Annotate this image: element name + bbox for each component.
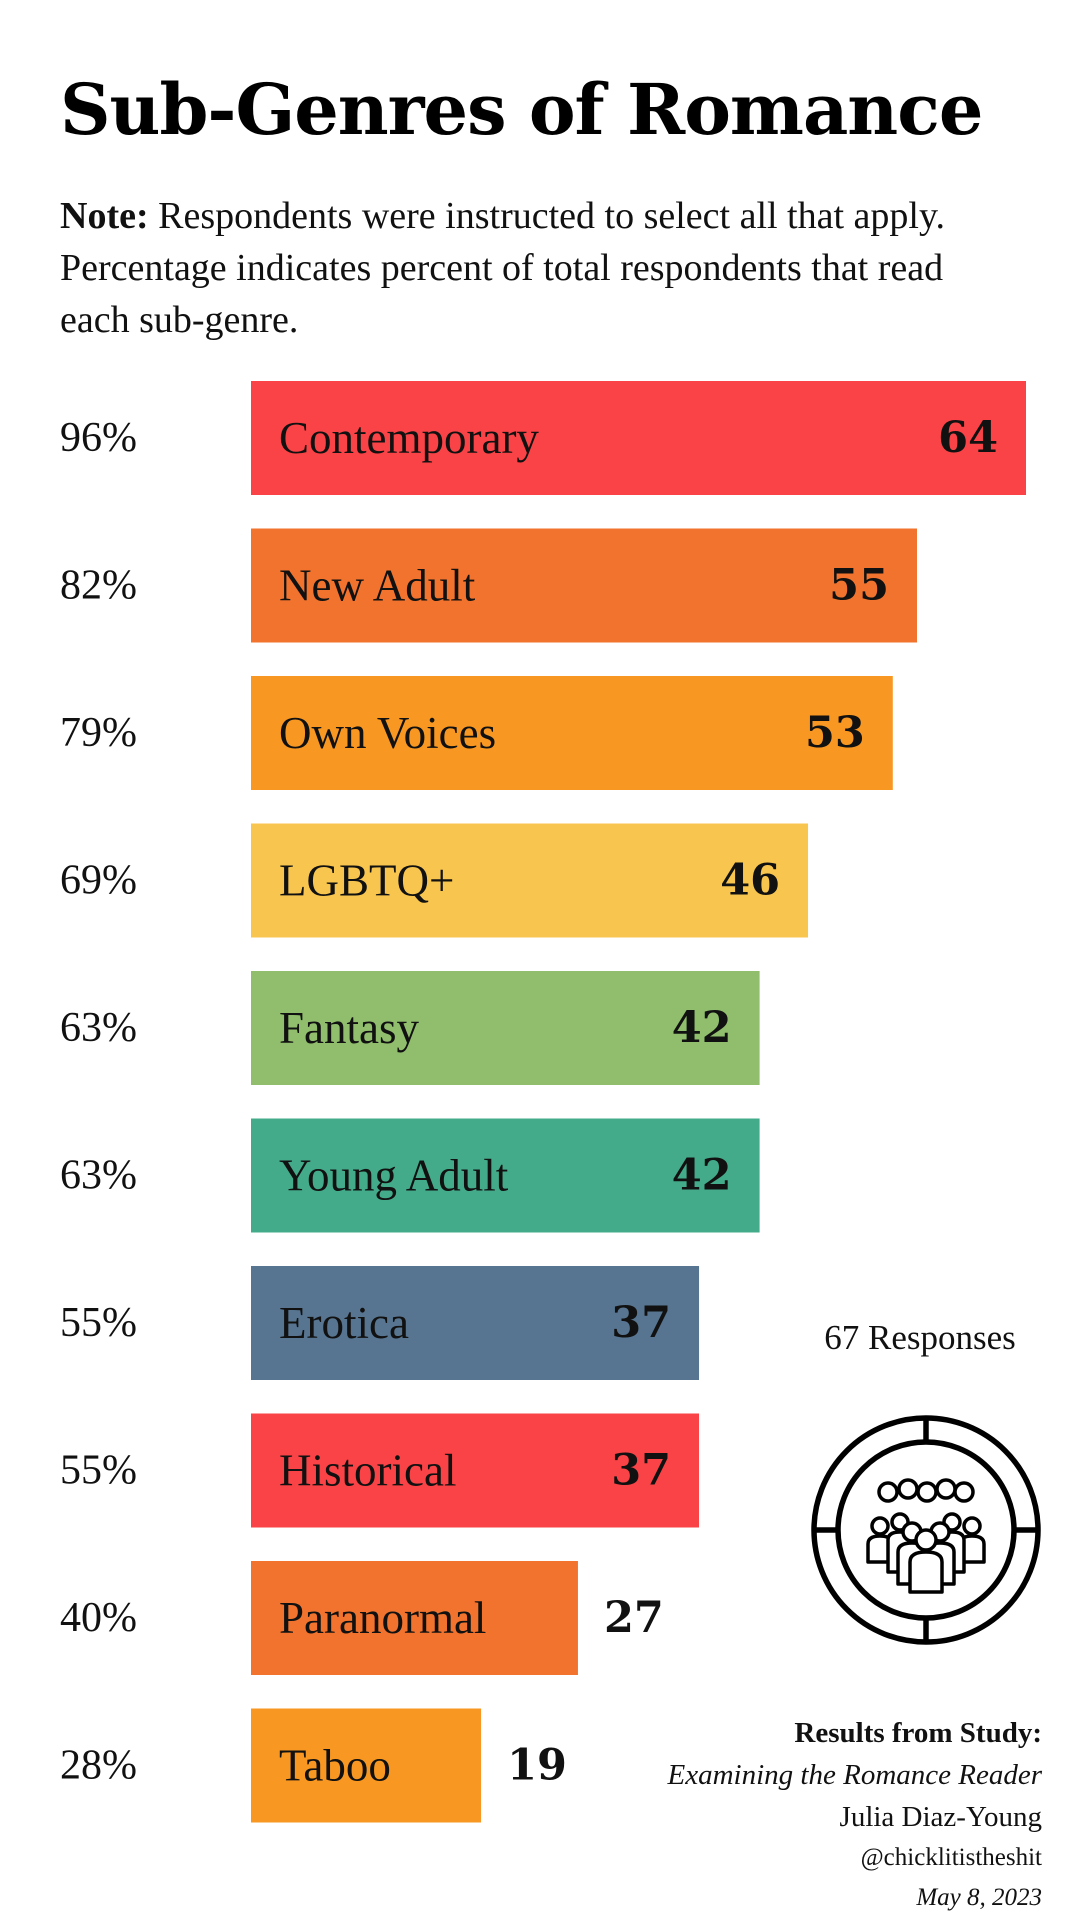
bar-historical <box>251 1413 700 1528</box>
credits: Results from Study: Examining the Romanc… <box>668 1712 1042 1918</box>
credits-date: May 8, 2023 <box>916 1884 1042 1911</box>
note-label: Note: <box>60 195 149 237</box>
value-label: 46 <box>720 856 780 906</box>
percent-label: 82% <box>60 563 137 609</box>
value-label: 42 <box>672 1151 732 1201</box>
bar-erotica <box>251 1266 700 1380</box>
bar-contemporary <box>251 381 1026 495</box>
category-label: LGBTQ+ <box>279 856 454 906</box>
percent-label: 40% <box>60 1595 137 1641</box>
bar-paranormal <box>251 1561 578 1675</box>
bar-young-adult <box>251 1118 760 1233</box>
value-label: 27 <box>604 1593 664 1643</box>
bar-lgbtq <box>251 823 809 938</box>
chart-title: Sub-Genres of Romance <box>60 68 983 151</box>
category-label: Young Adult <box>279 1151 509 1201</box>
bar-fantasy <box>251 971 760 1085</box>
category-label: Fantasy <box>279 1003 419 1053</box>
category-label: Own Voices <box>279 708 496 758</box>
percent-label: 28% <box>60 1743 137 1789</box>
credits-study: Examining the Romance Reader <box>667 1759 1042 1791</box>
bar-taboo <box>251 1708 482 1823</box>
percent-label: 69% <box>60 858 137 904</box>
percent-label: 63% <box>60 1005 137 1051</box>
category-label: New Adult <box>279 561 476 611</box>
percent-label: 55% <box>60 1448 137 1494</box>
responses-count: 67 Responses <box>824 1318 1016 1357</box>
credits-heading: Results from Study: <box>794 1717 1042 1749</box>
value-label: 55 <box>829 561 889 611</box>
value-label: 19 <box>507 1741 567 1791</box>
category-label: Erotica <box>279 1298 409 1348</box>
percent-label: 55% <box>60 1300 137 1346</box>
value-label: 37 <box>611 1298 671 1348</box>
category-label: Taboo <box>279 1741 391 1791</box>
chart-note: Note: Respondents were instructed to sel… <box>60 190 1020 346</box>
credits-handle: @chicklitistheshit <box>860 1844 1042 1871</box>
category-label: Contemporary <box>279 413 539 463</box>
category-label: Historical <box>279 1446 456 1496</box>
note-text: Respondents were instructed to select al… <box>60 195 945 341</box>
percent-label: 96% <box>60 415 137 461</box>
category-label: Paranormal <box>279 1593 486 1643</box>
percent-label: 79% <box>60 710 137 756</box>
value-label: 64 <box>938 413 998 463</box>
value-label: 42 <box>672 1003 732 1053</box>
percent-label: 63% <box>60 1153 137 1199</box>
people-group-icon <box>811 1415 1041 1645</box>
value-label: 37 <box>611 1446 671 1496</box>
value-label: 53 <box>805 708 865 758</box>
bar-own-voices <box>251 676 893 790</box>
bar-new-adult <box>251 528 918 643</box>
credits-author: Julia Diaz-Young <box>839 1801 1042 1833</box>
